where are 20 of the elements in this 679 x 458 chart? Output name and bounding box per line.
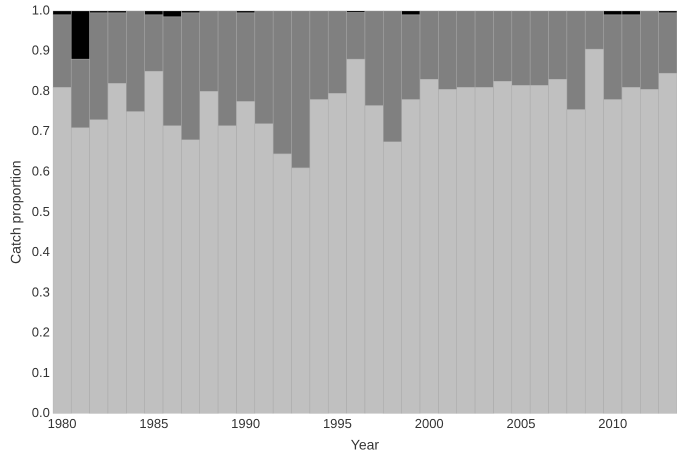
- y-tick-label: 0.0: [32, 405, 50, 420]
- y-tick-label: 1.0: [32, 2, 50, 18]
- x-tick-label: 1995: [322, 416, 352, 431]
- y-tick-label: 0.2: [32, 324, 50, 340]
- y-tick-label: 0.7: [32, 123, 50, 138]
- x-tick-label: 2005: [506, 416, 536, 431]
- x-axis-title: Year: [350, 436, 380, 452]
- y-tick-label: 0.3: [32, 284, 50, 300]
- y-tick-label: 0.8: [32, 82, 50, 98]
- y-tick-label: 0.5: [32, 204, 50, 219]
- x-tick-label: 1980: [48, 416, 77, 431]
- y-tick-label: 0.1: [32, 364, 50, 380]
- y-tick-label: 0.6: [32, 164, 50, 178]
- x-tick-label: 1990: [231, 416, 260, 431]
- x-tick-label: 2010: [598, 416, 628, 431]
- x-tick-label: 2000: [414, 416, 444, 431]
- y-tick-label: 0.4: [32, 244, 50, 260]
- y-tick-label: 0.9: [32, 42, 50, 58]
- x-tick-label: 1985: [139, 416, 168, 431]
- y-axis-title: Catch proportion: [7, 160, 24, 264]
